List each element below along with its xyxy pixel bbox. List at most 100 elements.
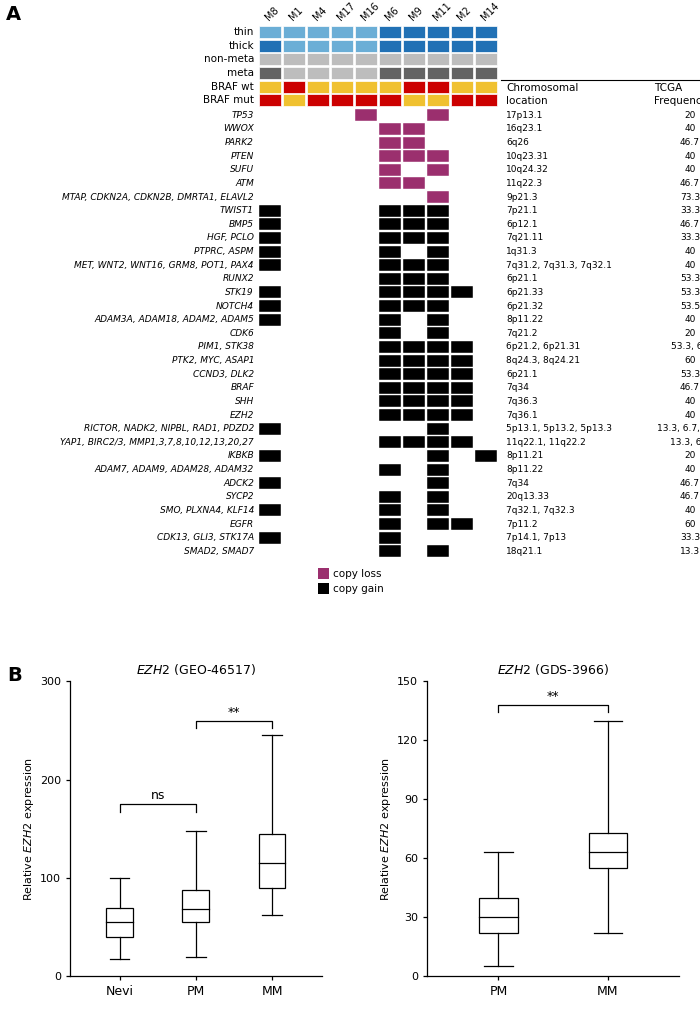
Text: M9: M9	[407, 5, 424, 22]
Text: 16q23.1: 16q23.1	[506, 124, 543, 133]
Text: 33.3: 33.3	[680, 206, 700, 216]
Text: M1: M1	[287, 5, 304, 22]
Text: YAP1, BIRC2/3, MMP1,3,7,8,10,12,13,20,27: YAP1, BIRC2/3, MMP1,3,7,8,10,12,13,20,27	[60, 437, 254, 446]
Bar	[259, 40, 281, 52]
Bar	[427, 219, 449, 230]
Text: ADCK2: ADCK2	[223, 479, 254, 487]
Title: $\it{EZH2}$ (GDS-3966): $\it{EZH2}$ (GDS-3966)	[497, 662, 609, 677]
Bar	[475, 95, 497, 106]
Bar	[427, 259, 449, 272]
Y-axis label: Relative $\it{EZH2}$ expression: Relative $\it{EZH2}$ expression	[379, 757, 393, 901]
Text: 53.3: 53.3	[680, 369, 700, 378]
Text: MET, WNT2, WNT16, GRM8, POT1, PAX4: MET, WNT2, WNT16, GRM8, POT1, PAX4	[74, 260, 254, 270]
Bar	[331, 26, 354, 38]
Bar	[402, 355, 425, 366]
Bar	[402, 396, 425, 408]
Bar	[379, 219, 401, 230]
Text: 40: 40	[685, 465, 696, 474]
Bar	[475, 80, 497, 93]
Bar	[427, 355, 449, 366]
Text: 53.3, 60: 53.3, 60	[671, 343, 700, 352]
Bar	[379, 40, 401, 52]
Bar	[451, 26, 473, 38]
Bar	[402, 136, 425, 148]
Bar	[451, 95, 473, 106]
Bar	[379, 436, 401, 448]
Bar	[427, 53, 449, 65]
Bar	[259, 287, 281, 298]
Text: 11q22.3: 11q22.3	[506, 179, 543, 188]
Text: WWOX: WWOX	[223, 124, 254, 133]
Text: 7p21.1: 7p21.1	[506, 206, 538, 216]
Title: $\it{EZH2}$ (GEO-46517): $\it{EZH2}$ (GEO-46517)	[136, 662, 256, 677]
Bar	[427, 504, 449, 517]
Text: 40: 40	[685, 397, 696, 406]
Text: RICTOR, NADK2, NIPBL, RAD1, PDZD2: RICTOR, NADK2, NIPBL, RAD1, PDZD2	[84, 424, 254, 433]
Bar	[402, 95, 425, 106]
Bar	[355, 40, 377, 52]
Bar	[259, 80, 281, 93]
Bar	[379, 136, 401, 148]
Text: 6p21.32: 6p21.32	[506, 301, 543, 310]
Bar	[307, 95, 329, 106]
Text: 5p13.1, 5p13.2, 5p13.3: 5p13.1, 5p13.2, 5p13.3	[506, 424, 612, 433]
Bar	[427, 409, 449, 421]
Text: non-meta: non-meta	[204, 54, 254, 64]
Bar	[402, 368, 425, 380]
Bar	[402, 300, 425, 312]
Text: 40: 40	[685, 260, 696, 270]
Text: 6p21.33: 6p21.33	[506, 288, 543, 297]
Bar	[451, 355, 473, 366]
Bar	[402, 26, 425, 38]
Text: M2: M2	[455, 5, 472, 22]
Text: 8p11.22: 8p11.22	[506, 465, 543, 474]
Bar	[379, 491, 401, 502]
Bar	[402, 151, 425, 162]
Text: 6p21.2, 6p21.31: 6p21.2, 6p21.31	[506, 343, 580, 352]
Text: 20: 20	[685, 111, 696, 120]
Bar	[283, 53, 305, 65]
Text: PTK2, MYC, ASAP1: PTK2, MYC, ASAP1	[172, 356, 254, 365]
Text: 73.3: 73.3	[680, 192, 700, 201]
Bar	[379, 67, 401, 79]
Bar	[480, 898, 517, 933]
Text: 13.3: 13.3	[680, 547, 700, 555]
Text: BRAF wt: BRAF wt	[211, 81, 254, 92]
Text: 7q36.3: 7q36.3	[506, 397, 538, 406]
Bar	[379, 300, 401, 312]
Bar	[379, 204, 401, 217]
Text: PTPRC, ASPM: PTPRC, ASPM	[195, 247, 254, 256]
Bar	[307, 26, 329, 38]
Text: 7p14.1, 7p13: 7p14.1, 7p13	[506, 533, 566, 542]
Bar	[259, 232, 281, 244]
Bar	[402, 123, 425, 135]
Text: Chromosomal
location: Chromosomal location	[506, 83, 578, 106]
Bar	[427, 545, 449, 557]
Text: 9p21.3: 9p21.3	[506, 192, 538, 201]
Text: ADAM3A, ADAM18, ADAM2, ADAM5: ADAM3A, ADAM18, ADAM2, ADAM5	[94, 315, 254, 324]
Bar	[427, 273, 449, 285]
Bar	[427, 491, 449, 502]
Text: 10q24.32: 10q24.32	[506, 166, 549, 174]
Bar	[427, 381, 449, 394]
Bar	[259, 504, 281, 517]
Bar	[379, 273, 401, 285]
Bar	[402, 67, 425, 79]
Bar	[379, 355, 401, 366]
Text: SHH: SHH	[234, 397, 254, 406]
Text: 60: 60	[685, 520, 696, 529]
Text: ns: ns	[150, 789, 165, 802]
Bar	[379, 504, 401, 517]
Bar	[451, 368, 473, 380]
Text: ATM: ATM	[235, 179, 254, 188]
Bar	[427, 477, 449, 489]
Bar	[451, 287, 473, 298]
Text: 7q31.2, 7q31.3, 7q32.1: 7q31.2, 7q31.3, 7q32.1	[506, 260, 612, 270]
Bar	[451, 396, 473, 408]
Text: 40: 40	[685, 315, 696, 324]
Text: NOTCH4: NOTCH4	[216, 301, 254, 310]
Text: PTEN: PTEN	[230, 152, 254, 161]
Text: 8p11.22: 8p11.22	[506, 315, 543, 324]
Text: 40: 40	[685, 505, 696, 515]
Bar	[427, 151, 449, 162]
